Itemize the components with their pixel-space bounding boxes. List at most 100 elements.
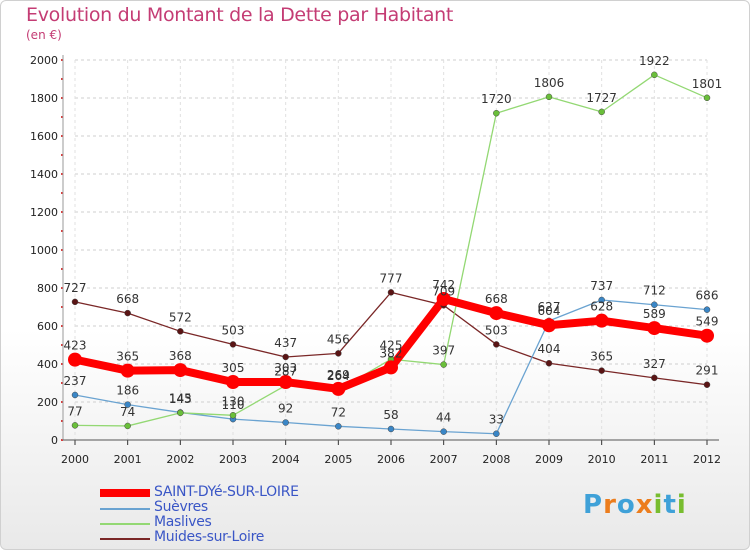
y-tick-label: 800 xyxy=(37,282,58,295)
y-tick-label: 1200 xyxy=(30,206,58,219)
logo-letter: i xyxy=(653,490,664,520)
data-label: 1727 xyxy=(586,91,617,105)
data-point xyxy=(651,374,658,382)
data-point xyxy=(173,363,188,378)
x-tick-label: 2008 xyxy=(482,453,510,466)
x-tick-label: 2012 xyxy=(693,453,721,466)
x-tick-label: 2010 xyxy=(588,453,616,466)
data-label: 287 xyxy=(274,364,297,378)
data-label: 589 xyxy=(643,307,666,321)
data-label: 44 xyxy=(436,411,451,425)
data-label: 503 xyxy=(222,323,245,337)
x-tick-label: 2006 xyxy=(377,453,405,466)
data-label: 1801 xyxy=(692,77,723,91)
data-point xyxy=(387,425,395,433)
data-point xyxy=(278,375,293,390)
data-label: 668 xyxy=(485,292,508,306)
data-label: 365 xyxy=(116,350,139,364)
data-point xyxy=(651,71,658,79)
data-label: 143 xyxy=(169,392,192,406)
proxiti-logo: Proxiti xyxy=(583,490,687,520)
y-tick-label: 0 xyxy=(51,434,58,447)
data-point xyxy=(436,292,451,307)
data-point xyxy=(335,423,342,430)
legend-item-suevres[interactable]: Suèvres xyxy=(100,499,360,516)
data-point xyxy=(703,94,711,102)
data-label: 709 xyxy=(432,284,455,298)
data-label: 269 xyxy=(327,368,350,382)
data-label: 58 xyxy=(383,408,398,422)
data-label: 777 xyxy=(380,271,403,285)
data-point xyxy=(120,363,135,378)
data-point xyxy=(598,367,605,374)
data-label: 237 xyxy=(64,374,87,388)
data-point xyxy=(700,328,714,343)
data-point xyxy=(387,289,395,296)
data-point xyxy=(124,309,131,317)
data-label: 397 xyxy=(432,344,455,358)
data-label: 1720 xyxy=(481,92,512,106)
data-point xyxy=(703,381,711,388)
x-tick-label: 2001 xyxy=(114,453,142,466)
data-point xyxy=(493,430,500,437)
x-tick-label: 2005 xyxy=(324,453,352,466)
data-point xyxy=(703,306,711,313)
y-tick-label: 1400 xyxy=(30,168,58,181)
data-label: 737 xyxy=(590,279,613,293)
legend-item-maslives[interactable]: Maslives xyxy=(100,514,360,531)
x-tick-label: 2003 xyxy=(219,453,247,466)
data-label: 712 xyxy=(643,284,666,298)
logo-letter: o xyxy=(616,490,636,520)
data-point xyxy=(542,318,556,333)
data-label: 130 xyxy=(222,394,245,408)
data-label: 77 xyxy=(67,404,82,418)
data-label: 33 xyxy=(489,413,504,427)
data-point xyxy=(489,306,504,321)
data-point xyxy=(226,375,240,390)
data-point xyxy=(124,422,131,430)
x-tick-label: 2004 xyxy=(272,453,300,466)
data-label: 1922 xyxy=(639,54,670,68)
data-point xyxy=(282,419,289,426)
chart-subtitle: (en €) xyxy=(26,28,62,42)
data-label: 742 xyxy=(432,278,455,292)
y-tick-label: 1800 xyxy=(30,92,58,105)
data-point xyxy=(440,361,447,368)
y-tick-label: 1000 xyxy=(30,244,58,257)
data-point xyxy=(651,301,658,308)
chart-title: Evolution du Montant de la Dette par Hab… xyxy=(26,4,454,26)
data-point xyxy=(331,381,346,396)
data-point xyxy=(440,428,447,435)
legend-swatch xyxy=(100,523,150,525)
data-point xyxy=(229,341,237,348)
x-tick-label: 2011 xyxy=(640,453,668,466)
legend-item-muides[interactable]: Muides-sur-Loire xyxy=(100,529,360,546)
data-label: 1806 xyxy=(534,76,565,90)
legend-item-saint-dye[interactable]: SAINT-DYé-SUR-LOIRE xyxy=(100,484,360,501)
data-label: 303 xyxy=(274,361,297,375)
data-label: 627 xyxy=(538,300,561,314)
data-label: 425 xyxy=(380,338,403,352)
data-label: 404 xyxy=(538,342,561,356)
data-point xyxy=(71,298,79,306)
data-point xyxy=(647,321,662,336)
legend-label: Suèvres xyxy=(154,499,208,515)
data-label: 305 xyxy=(222,361,245,375)
data-point xyxy=(545,359,553,367)
data-label: 572 xyxy=(169,310,192,324)
x-tick-label: 2002 xyxy=(166,453,194,466)
y-tick-label: 1600 xyxy=(30,130,58,143)
data-point xyxy=(545,93,553,101)
legend-swatch xyxy=(100,538,150,540)
data-label: 327 xyxy=(643,357,666,371)
data-label: 437 xyxy=(274,336,297,350)
legend-label: Maslives xyxy=(154,514,212,530)
data-label: 382 xyxy=(380,346,403,360)
data-point xyxy=(493,341,500,348)
data-point xyxy=(68,352,82,367)
data-label: 74 xyxy=(120,405,135,419)
data-point xyxy=(177,409,184,417)
data-label: 368 xyxy=(169,349,192,363)
